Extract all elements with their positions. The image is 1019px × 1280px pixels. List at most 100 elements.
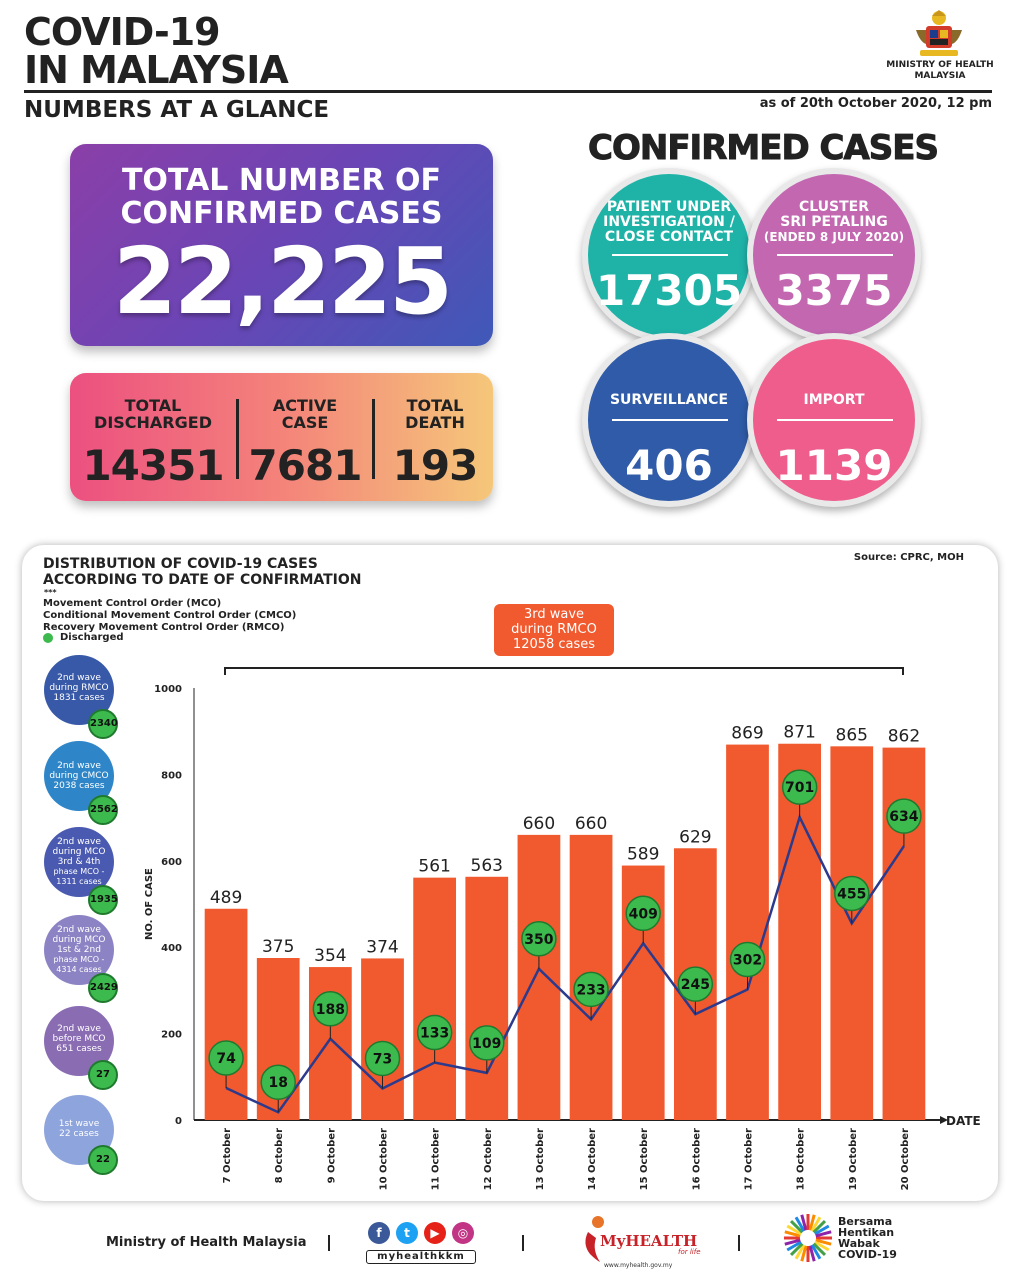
twitter-icon[interactable]: t <box>396 1222 418 1244</box>
bar <box>465 876 509 1120</box>
x-tick-label: 20 October <box>900 1128 911 1190</box>
circle-label: (ENDED 8 JULY 2020) <box>763 230 905 244</box>
wave-circle: 2nd wave during CMCO 2038 cases 2562 <box>44 741 118 825</box>
wave-text: before MCO <box>52 1034 106 1044</box>
footer-divider <box>328 1235 330 1251</box>
ministry-line2: MALAYSIA <box>914 71 966 81</box>
sunburst-ray <box>812 1242 827 1257</box>
myhealth-brand: MyHEALTH <box>600 1232 698 1250</box>
page-title-line1: COVID-19 <box>24 10 221 54</box>
bar-value-label: 589 <box>627 845 659 865</box>
campaign-line: Wabak <box>838 1237 880 1250</box>
discharged-value-label: 455 <box>837 886 866 902</box>
bar-value-label: 660 <box>575 814 607 834</box>
wave-text: during MCO <box>52 935 106 945</box>
header-divider <box>24 90 992 93</box>
discharged-value-label: 701 <box>785 780 814 796</box>
bar <box>517 834 561 1120</box>
circle-divider <box>777 254 893 256</box>
y-tick-label: 800 <box>161 770 182 781</box>
campaign-line: Bersama <box>838 1215 893 1228</box>
discharged-marker <box>834 875 870 912</box>
discharged-value-label: 188 <box>316 1002 345 1018</box>
stat-label: TOTAL <box>406 396 464 415</box>
stat-label: TOTAL <box>124 396 182 415</box>
third-wave-line1: 3rd wave <box>523 607 585 622</box>
wave-text: during CMCO <box>49 771 109 781</box>
footer-divider <box>522 1235 524 1251</box>
bar-value-label: 660 <box>523 814 555 834</box>
facebook-icon[interactable]: f <box>368 1222 390 1244</box>
discharged-value-label: 74 <box>216 1051 236 1067</box>
page-subtitle: NUMBERS AT A GLANCE <box>24 97 330 123</box>
wave-discharged-badge: 2562 <box>88 795 118 825</box>
circle-label: IMPORT <box>803 392 865 408</box>
discharged-line <box>225 813 905 1114</box>
stat-value: 193 <box>392 441 479 490</box>
wave-text: 2nd wave <box>57 837 101 847</box>
instagram-icon[interactable]: ◎ <box>452 1222 474 1244</box>
wave-text: 1st wave <box>58 1119 100 1129</box>
discharged-value-label: 634 <box>889 809 918 825</box>
bar-value-label: 374 <box>366 937 398 957</box>
x-tick-label: 8 October <box>274 1128 285 1183</box>
campaign-line: Hentikan <box>838 1226 895 1239</box>
bar-value-label: 629 <box>679 827 711 847</box>
myhealth-url[interactable]: www.myhealth.gov.my <box>604 1262 673 1269</box>
myhealth-logo-icon <box>585 1216 604 1262</box>
stat-label: DEATH <box>405 413 465 432</box>
stat-divider <box>236 399 239 479</box>
stat-divider <box>372 399 375 479</box>
chart-title-line2: ACCORDING TO DATE OF CONFIRMATION <box>43 572 362 588</box>
confirmed-cases-heading: CONFIRMED CASES <box>588 128 940 169</box>
sunburst-ray <box>789 1219 804 1234</box>
wave-text: phase MCO - 1311 cases <box>53 867 105 886</box>
x-tick-label: 9 October <box>326 1128 337 1183</box>
wave-discharged-badge: 27 <box>88 1060 118 1090</box>
bar-value-label: 869 <box>731 724 763 744</box>
x-tick-label: 19 October <box>848 1128 859 1190</box>
total-label-line2: CONFIRMED CASES <box>120 196 443 231</box>
bar-value-label: 489 <box>210 888 242 908</box>
circle-label: SURVEILLANCE <box>609 392 729 408</box>
discharged-value-label: 18 <box>268 1075 287 1091</box>
sunburst-ray <box>784 1230 801 1238</box>
ministry-line1: MINISTRY OF HEALTH <box>886 60 994 70</box>
discharged-marker <box>521 921 557 957</box>
youtube-icon[interactable]: ▶ <box>424 1222 446 1244</box>
sunburst-ray <box>808 1214 816 1231</box>
discharged-legend-dot <box>43 633 53 643</box>
x-tick-label: 17 October <box>744 1128 755 1190</box>
bar-value-label: 862 <box>888 727 920 747</box>
legend-cmco: Conditional Movement Control Order (CMCO… <box>43 610 297 621</box>
sunburst-ray <box>800 1245 808 1262</box>
circle-patient-under-investigation: PATIENT UNDER INVESTIGATION / CLOSE CONT… <box>582 168 756 342</box>
wave-text: 2nd wave <box>57 925 101 935</box>
legend-mco: Movement Control Order (MCO) <box>43 598 222 609</box>
wave-circle: 1st wave 22 cases 22 <box>44 1095 118 1175</box>
sunburst-ray <box>810 1244 822 1260</box>
sunburst-ray <box>800 1214 808 1231</box>
discharged-marker <box>208 1040 244 1076</box>
stat-death: TOTAL DEATH 193 <box>376 397 494 490</box>
stat-label: CASE <box>281 413 329 432</box>
as-of-date: as of 20th October 2020, 12 pm <box>759 96 992 111</box>
footer-ministry: Ministry of Health Malaysia <box>106 1235 307 1250</box>
y-tick-label: 0 <box>175 1116 182 1127</box>
stat-value: 7681 <box>248 441 363 490</box>
wave-text: 2nd wave <box>57 761 101 771</box>
circle-label: SRI PETALING <box>780 214 888 230</box>
discharged-marker <box>729 941 766 978</box>
x-tick-label: 11 October <box>431 1128 442 1190</box>
discharged-value-label: 133 <box>420 1026 449 1042</box>
sunburst-ray <box>812 1219 827 1234</box>
third-wave-label: 3rd wave during RMCO 12058 cases <box>494 604 614 656</box>
ministry-label: MINISTRY OF HEALTH MALAYSIA <box>874 60 1006 82</box>
discharged-marker <box>781 769 818 805</box>
bar-value-label: 563 <box>471 856 503 876</box>
chart-source: Source: CPRC, MOH <box>853 552 964 563</box>
stat-label: ACTIVE <box>272 396 338 415</box>
y-tick-label: 400 <box>161 943 182 954</box>
social-handle[interactable]: myhealthkkm <box>366 1250 476 1264</box>
wave-text: 2nd wave <box>57 673 101 683</box>
